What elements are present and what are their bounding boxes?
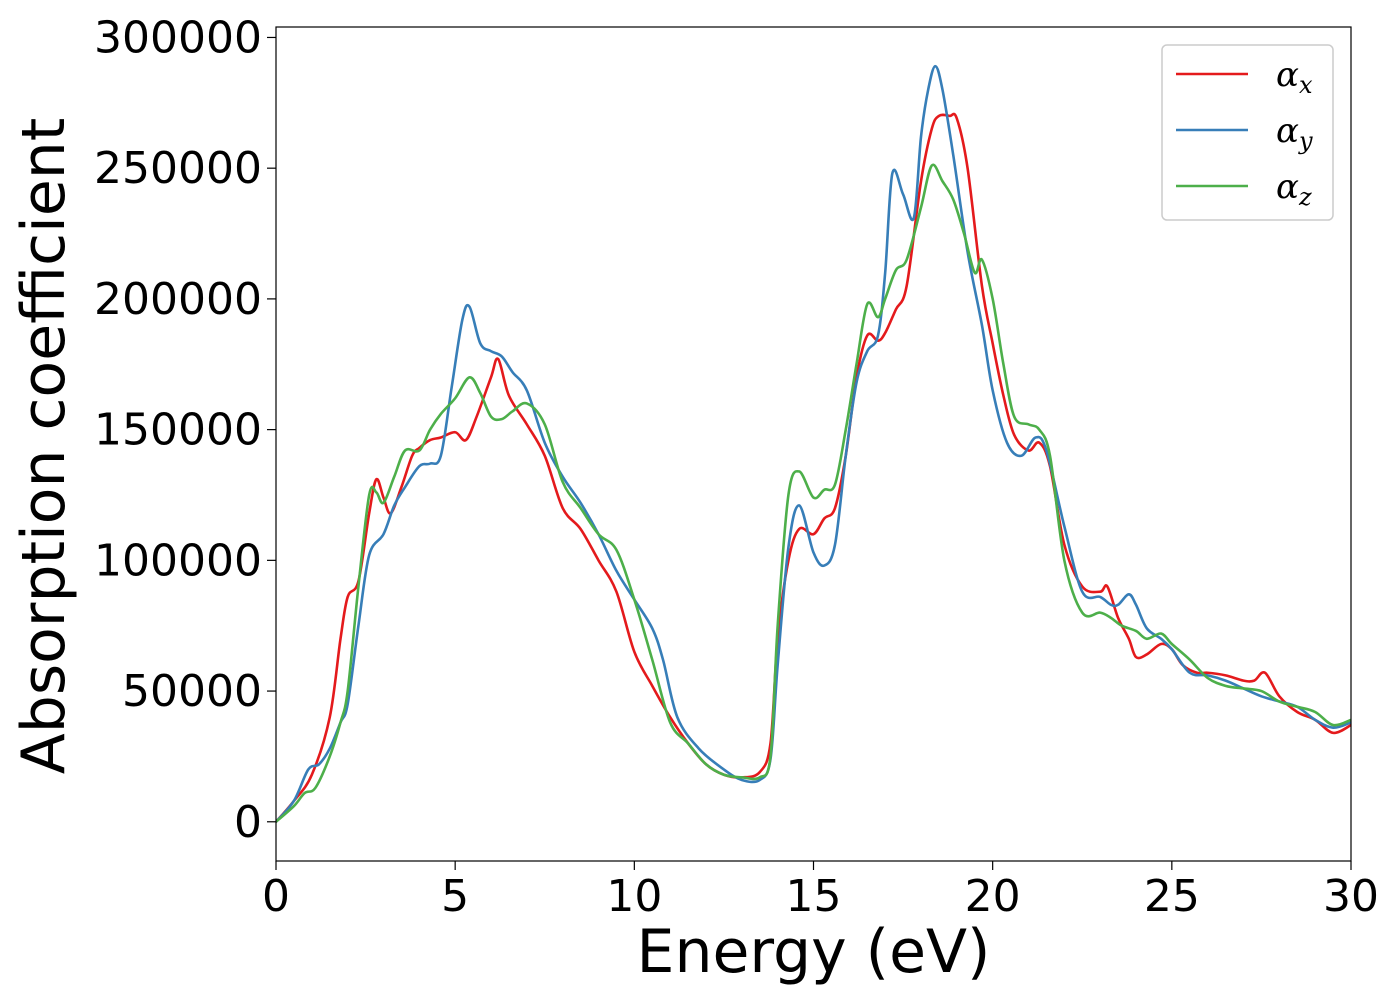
y-tick-label: 150000 [94,405,262,456]
y-tick-label: 300000 [94,12,262,63]
x-axis-ticks: 0 5 10 15 20 25 30 [262,861,1379,922]
series-line-y [276,64,1351,824]
series-layer [276,64,1351,824]
legend-label-x: αx [1276,55,1313,99]
series-line-z [276,163,1351,824]
x-tick-label: 20 [965,871,1021,922]
legend-label-z: αz [1276,167,1312,211]
legend: αx αy αz [1161,44,1334,221]
x-tick-label: 0 [262,871,290,922]
y-axis-label: Absorption coefficient [9,118,79,775]
y-tick-label: 250000 [94,143,262,194]
x-tick-label: 15 [786,871,842,922]
legend-box [1161,44,1334,221]
x-tick-label: 10 [606,871,662,922]
y-tick-label: 100000 [94,535,262,586]
series-line-x [276,112,1351,824]
y-axis-ticks: 0 50000 100000 150000 200000 250000 300000 [94,12,276,848]
x-tick-label: 25 [1144,871,1200,922]
y-tick-label: 0 [234,797,262,848]
y-tick-label: 50000 [122,666,262,717]
x-tick-label: 30 [1323,871,1379,922]
x-tick-label: 5 [441,871,469,922]
x-axis-label: Energy (eV) [637,917,991,987]
legend-label-y: αy [1276,111,1313,155]
y-tick-label: 200000 [94,274,262,325]
